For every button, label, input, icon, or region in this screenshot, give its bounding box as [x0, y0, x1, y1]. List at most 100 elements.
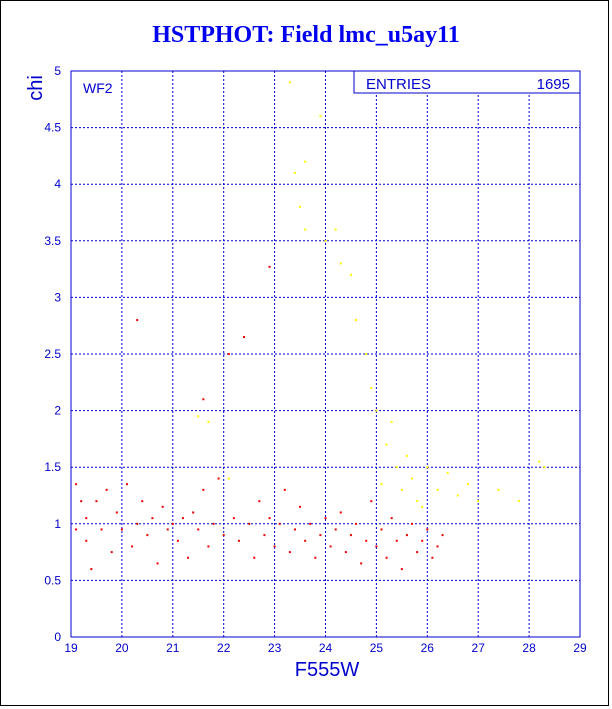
data-point — [299, 505, 302, 508]
data-point — [380, 483, 383, 486]
data-point — [304, 160, 307, 163]
stats-entries-label: ENTRIES — [366, 76, 431, 93]
data-point — [441, 534, 444, 537]
y-tick-label: 5 — [54, 64, 61, 78]
data-point — [243, 336, 246, 339]
data-point — [334, 528, 337, 531]
data-point — [100, 528, 103, 531]
data-point — [120, 528, 123, 531]
data-point — [390, 420, 393, 423]
data-point — [253, 556, 256, 559]
stats-box — [353, 70, 581, 94]
data-point — [166, 528, 169, 531]
x-tick-label: 29 — [573, 641, 587, 655]
y-axis-label: chi — [25, 75, 47, 101]
data-point — [151, 517, 154, 520]
data-point — [197, 528, 200, 531]
x-tick-label: 28 — [522, 641, 536, 655]
y-tick-labels: 0 0.5 1 1.5 2 2.5 3 3.5 4 4.5 5 — [44, 64, 61, 644]
data-point — [90, 568, 93, 571]
x-tick-labels: 19 20 21 22 23 24 25 26 27 28 29 — [64, 641, 587, 655]
data-point — [411, 522, 414, 525]
data-point — [390, 517, 393, 520]
rejected-series — [197, 81, 546, 508]
y-tick-label: 2 — [54, 404, 61, 418]
data-point — [355, 319, 358, 322]
data-point — [237, 539, 240, 542]
data-point — [110, 551, 113, 554]
data-point — [436, 545, 439, 548]
y-tick-label: 3.5 — [44, 234, 61, 248]
data-point — [349, 534, 352, 537]
data-point — [497, 488, 500, 491]
data-point — [400, 488, 403, 491]
plot-area — [70, 70, 581, 638]
data-point — [349, 273, 352, 276]
data-point — [329, 545, 332, 548]
data-point — [268, 517, 271, 520]
data-point — [456, 494, 459, 497]
grid-lines — [70, 70, 581, 638]
data-point — [85, 517, 88, 520]
y-tick-label: 0 — [54, 630, 61, 644]
selected-series — [75, 265, 444, 571]
data-point — [75, 483, 78, 486]
data-point — [380, 528, 383, 531]
data-point — [355, 522, 358, 525]
data-point — [293, 171, 296, 174]
y-tick-label: 3 — [54, 290, 61, 304]
data-point — [227, 477, 230, 480]
data-point — [187, 556, 190, 559]
data-point — [156, 562, 159, 565]
data-point — [115, 511, 118, 514]
data-point — [416, 500, 419, 503]
x-tick-label: 22 — [217, 641, 231, 655]
x-tick-label: 25 — [370, 641, 384, 655]
y-tick-label: 2.5 — [44, 347, 61, 361]
data-point — [324, 239, 327, 242]
data-point — [131, 545, 134, 548]
data-point — [339, 262, 342, 265]
data-point — [314, 556, 317, 559]
data-point — [232, 517, 235, 520]
data-point — [176, 539, 179, 542]
x-tick-label: 24 — [319, 641, 333, 655]
data-point — [181, 517, 184, 520]
panel-label: WF2 — [83, 80, 113, 96]
y-tick-label: 1.5 — [44, 460, 61, 474]
y-tick-label: 4 — [54, 177, 61, 191]
data-point — [299, 205, 302, 208]
x-tick-label: 19 — [64, 641, 78, 655]
chart-title: HSTPHOT: Field lmc_u5ay11 — [152, 22, 460, 48]
stats-entries-value: 1695 — [537, 76, 570, 93]
data-point — [95, 500, 98, 503]
data-point — [207, 420, 210, 423]
data-point — [288, 81, 291, 84]
data-point — [375, 545, 378, 548]
data-point — [411, 477, 414, 480]
data-point — [385, 443, 388, 446]
data-point — [365, 353, 368, 355]
y-tick-label: 1 — [54, 517, 61, 531]
data-point — [385, 556, 388, 559]
data-point — [467, 483, 470, 486]
data-point — [136, 522, 139, 525]
data-point — [222, 534, 225, 537]
data-point — [405, 534, 408, 537]
data-point — [416, 551, 419, 554]
data-point — [197, 415, 200, 418]
data-point — [304, 228, 307, 231]
data-point — [141, 500, 144, 503]
data-point — [248, 522, 251, 525]
x-tick-label: 27 — [472, 641, 486, 655]
x-tick-label: 20 — [115, 641, 129, 655]
data-point — [227, 353, 230, 355]
data-point — [365, 539, 368, 542]
data-point — [370, 500, 373, 503]
data-point — [370, 386, 373, 389]
y-tick-label: 4.5 — [44, 121, 61, 135]
data-point — [538, 460, 541, 463]
data-point — [395, 466, 398, 469]
data-point — [405, 454, 408, 457]
